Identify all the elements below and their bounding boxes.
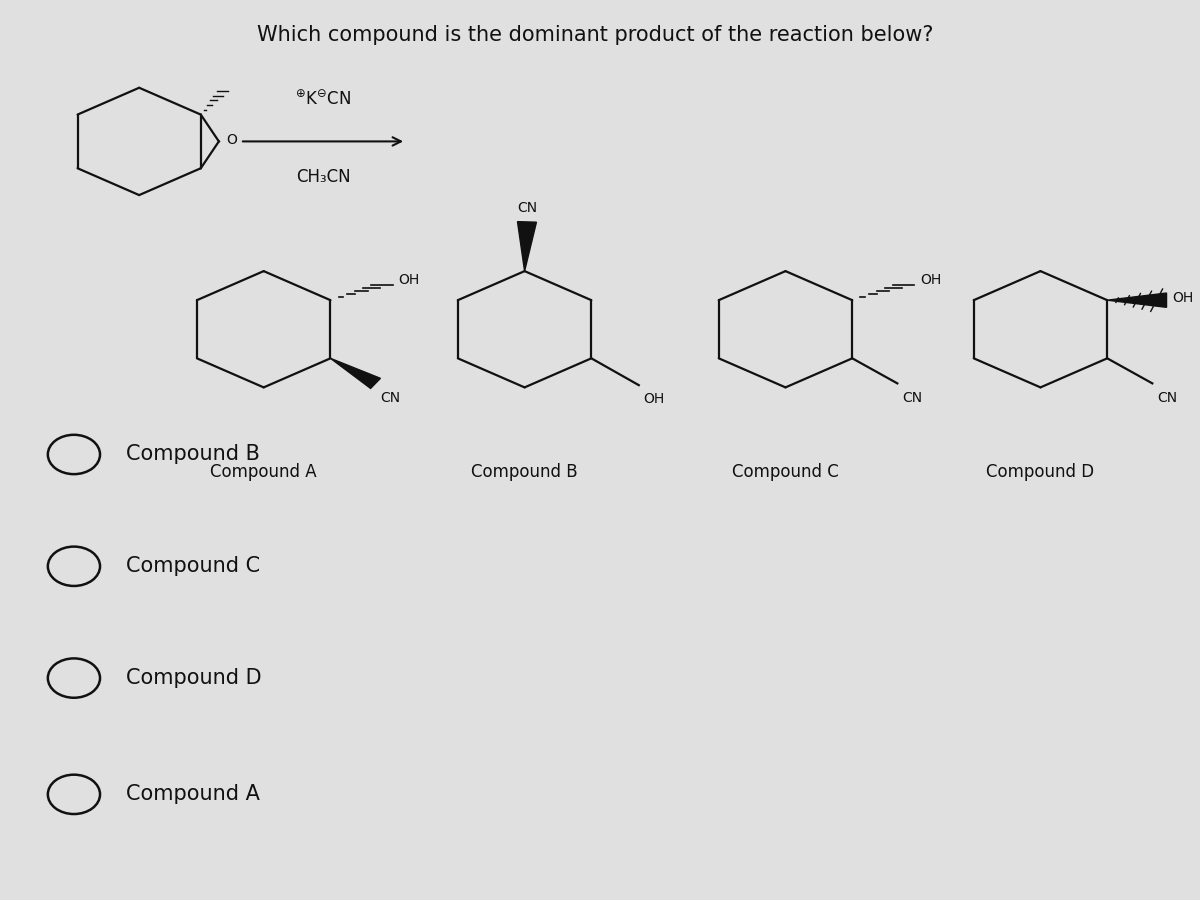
Text: CN: CN (1157, 391, 1177, 404)
Text: OH: OH (643, 392, 665, 406)
Text: CN: CN (517, 201, 538, 215)
Text: OH: OH (920, 273, 941, 286)
Text: Compound A: Compound A (126, 785, 260, 805)
Polygon shape (1108, 293, 1166, 307)
Text: $^{⊕}$K$^{⊖}$CN: $^{⊕}$K$^{⊖}$CN (295, 91, 352, 110)
Text: CH₃CN: CH₃CN (295, 168, 350, 186)
Text: OH: OH (398, 273, 419, 286)
Text: Compound B: Compound B (126, 445, 260, 464)
Text: CN: CN (902, 391, 922, 404)
Text: Compound A: Compound A (210, 464, 317, 482)
Text: Which compound is the dominant product of the reaction below?: Which compound is the dominant product o… (258, 25, 934, 45)
Text: Compound C: Compound C (126, 556, 260, 576)
Text: CN: CN (380, 391, 401, 404)
Text: Compound D: Compound D (126, 668, 262, 688)
Text: Compound D: Compound D (986, 464, 1094, 482)
Text: Compound B: Compound B (472, 464, 578, 482)
Text: O: O (226, 132, 236, 147)
Text: Compound C: Compound C (732, 464, 839, 482)
Polygon shape (330, 358, 380, 389)
Text: OH: OH (1172, 292, 1194, 305)
Polygon shape (517, 221, 536, 271)
